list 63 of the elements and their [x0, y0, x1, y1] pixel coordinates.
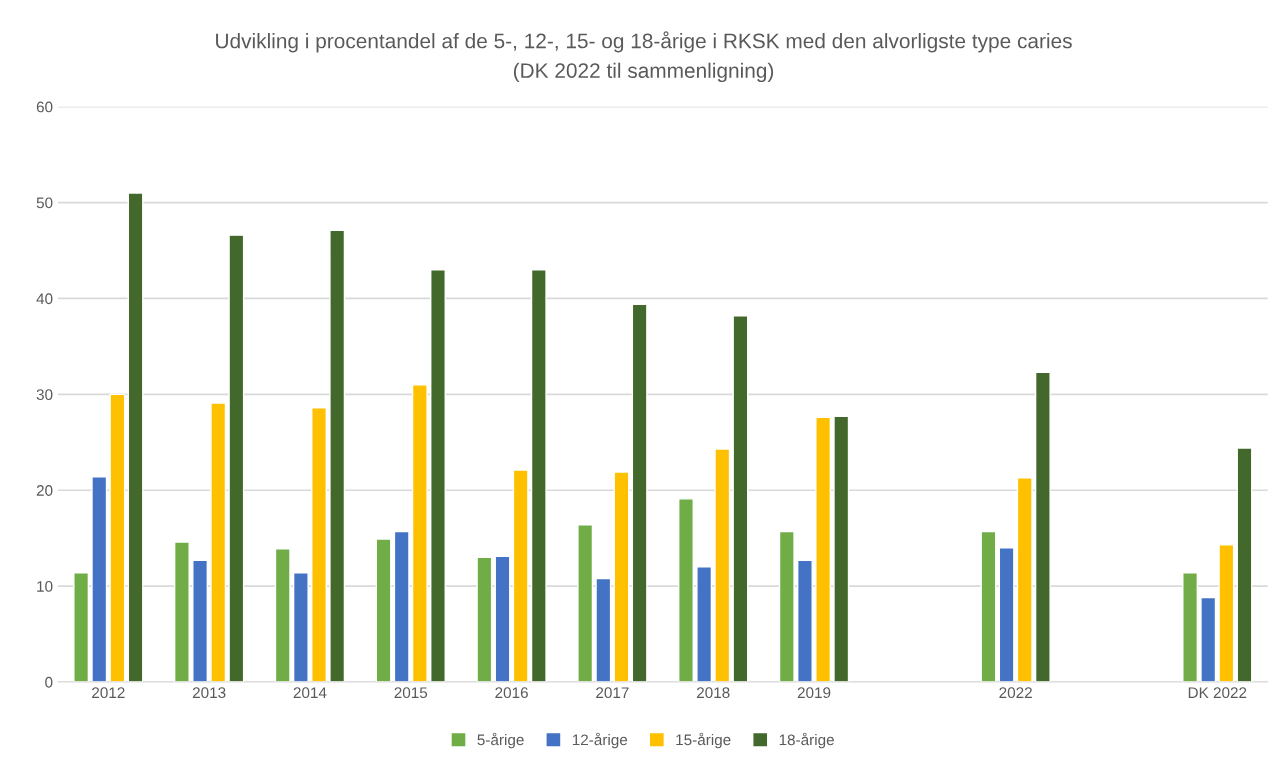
x-tick-label: 2016 — [495, 687, 528, 699]
bar — [980, 530, 997, 682]
x-tick-label: 2018 — [696, 687, 730, 699]
x-tick-label: 2019 — [797, 687, 831, 699]
bar — [1236, 447, 1253, 682]
bar — [393, 530, 410, 682]
bar — [696, 566, 713, 682]
bar — [292, 571, 309, 682]
bar — [73, 571, 90, 682]
bar — [411, 384, 428, 682]
bar — [797, 559, 813, 682]
bar — [631, 303, 648, 682]
y-tick-label: 60 — [36, 101, 53, 113]
legend-label: 15-årige — [676, 732, 731, 749]
y-tick-label: 10 — [37, 580, 53, 592]
bar — [127, 192, 144, 682]
bar — [192, 559, 209, 682]
bar — [91, 476, 108, 682]
legend-label: 5-årige — [477, 732, 524, 749]
bar — [476, 556, 493, 682]
x-tick-label: DK 2022 — [1188, 687, 1247, 699]
bar — [1200, 596, 1217, 682]
bar — [1016, 477, 1033, 682]
y-tick-label: 0 — [45, 676, 53, 688]
bar — [274, 548, 291, 682]
bar — [311, 407, 327, 682]
bar — [329, 229, 346, 682]
chart-subtitle: (DK 2022 til sammenligning) — [513, 62, 774, 83]
bar — [678, 498, 694, 682]
bar — [430, 268, 446, 682]
bar — [998, 547, 1015, 682]
chart-title: Udvikling i procentandel af de 5-, 12-, 15- og 18-årige i RKSK med den alvorligste type caries — [216, 31, 1072, 53]
legend-label: 18-årige — [779, 732, 834, 749]
x-tick-label: 2012 — [92, 687, 125, 699]
x-tick-label: 2014 — [293, 687, 327, 699]
bar — [1218, 544, 1235, 682]
x-tick-label: 2022 — [999, 687, 1032, 699]
x-tick-label: 2013 — [192, 687, 226, 699]
bar — [732, 315, 749, 682]
bar — [375, 538, 392, 682]
bar — [778, 530, 795, 682]
y-tick-label: 50 — [36, 197, 53, 209]
y-tick-label: 30 — [36, 389, 53, 401]
bar — [577, 524, 594, 682]
y-tick-label: 20 — [36, 485, 53, 496]
legend-label: 12-årige — [572, 732, 628, 749]
x-tick-label: 2017 — [596, 687, 629, 699]
bar — [1034, 371, 1051, 682]
bar — [833, 415, 850, 682]
bar — [1182, 571, 1199, 682]
x-tick-label: 2015 — [394, 687, 428, 699]
bar — [109, 393, 126, 682]
bar — [714, 448, 731, 682]
bar — [595, 577, 612, 682]
y-tick-label: 40 — [36, 293, 53, 305]
bar — [530, 268, 547, 682]
bar — [815, 416, 832, 682]
bar — [494, 555, 511, 682]
bar — [228, 234, 245, 682]
bar — [613, 471, 630, 682]
bar — [173, 541, 190, 682]
bar — [210, 402, 227, 682]
bar — [512, 469, 529, 682]
